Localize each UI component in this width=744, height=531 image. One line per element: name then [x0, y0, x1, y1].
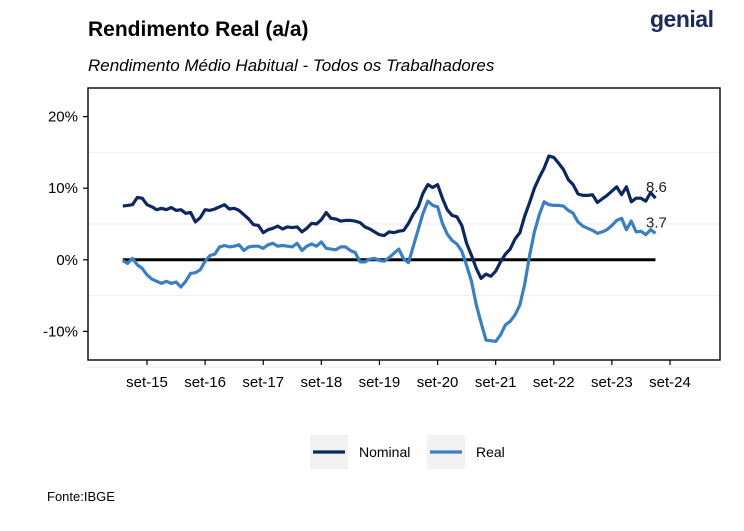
legend: Nominal Real — [310, 435, 505, 469]
x-tick-label: set-22 — [533, 374, 575, 391]
chart-title: Rendimento Real (a/a) — [88, 18, 309, 41]
plot-frame — [87, 87, 721, 361]
y-axis: -10% 0% 10% 20% — [43, 109, 88, 340]
x-tick-label: set-20 — [417, 374, 459, 391]
legend-label-nominal: Nominal — [359, 444, 410, 460]
end-labels: 8.6 3.7 — [646, 179, 667, 231]
source-note: Fonte:IBGE — [47, 489, 115, 504]
y-tick-label: 10% — [48, 180, 78, 197]
series-layer — [121, 154, 657, 343]
x-tick-label: set-16 — [184, 374, 226, 391]
y-tick-label: -10% — [43, 323, 78, 340]
x-tick-label: set-23 — [591, 374, 633, 391]
x-tick-label: set-15 — [126, 374, 168, 391]
legend-label-real: Real — [476, 444, 505, 460]
chart-subtitle: Rendimento Médio Habitual - Todos os Tra… — [88, 56, 495, 75]
brand-logo: genial — [650, 6, 714, 32]
x-tick-label: set-17 — [242, 374, 284, 391]
series-line-real — [121, 199, 657, 343]
y-tick-label: 0% — [56, 252, 78, 269]
x-axis: set-15 set-16 set-17 set-18 set-19 set-20 set-… — [126, 360, 691, 391]
y-tick-label: 20% — [48, 109, 78, 126]
end-label-nominal: 8.6 — [646, 179, 667, 196]
x-tick-label: set-21 — [475, 374, 517, 391]
x-tick-label: set-19 — [359, 374, 401, 391]
x-tick-label: set-18 — [300, 374, 342, 391]
end-label-real: 3.7 — [646, 214, 667, 231]
x-tick-label: set-24 — [649, 374, 691, 391]
series-line-nominal — [122, 154, 657, 280]
